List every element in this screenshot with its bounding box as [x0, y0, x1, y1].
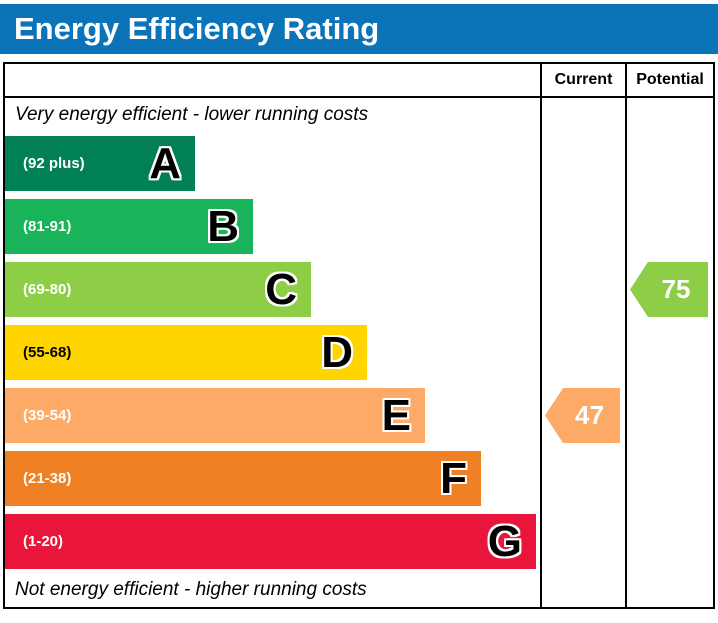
page-title: Energy Efficiency Rating: [14, 11, 380, 46]
band-bar-g: (1-20) G: [5, 514, 536, 569]
band-row-g: (1-20) G: [5, 510, 540, 573]
band-bar-d: (55-68) D: [5, 325, 367, 380]
title-bar: Energy Efficiency Rating: [0, 4, 718, 54]
epc-chart: Current Potential Very energy efficient …: [3, 62, 715, 609]
bands-area: Very energy efficient - lower running co…: [5, 98, 540, 607]
current-column: 47: [540, 98, 625, 607]
current-rating-arrow: 47: [545, 388, 620, 443]
band-letter: C: [265, 264, 297, 314]
potential-rating-arrow: 75: [630, 262, 708, 317]
epc-grid: Current Potential Very energy efficient …: [5, 64, 713, 607]
band-row-f: (21-38) F: [5, 447, 540, 510]
band-range-label: (39-54): [23, 407, 72, 424]
band-range-label: (21-38): [23, 470, 72, 487]
potential-rating-value: 75: [661, 274, 691, 304]
band-range-label: (1-20): [23, 533, 64, 550]
band-range-label: (92 plus): [23, 155, 85, 172]
band-letter: D: [321, 327, 353, 377]
potential-column-header: Potential: [625, 64, 713, 98]
band-row-b: (81-91) B: [5, 195, 540, 258]
band-row-a: (92 plus) A: [5, 132, 540, 195]
band-range-label: (81-91): [23, 218, 72, 235]
band-bar-f: (21-38) F: [5, 451, 481, 506]
band-bar-b: (81-91) B: [5, 199, 253, 254]
band-row-e: (39-54) E: [5, 384, 540, 447]
band-bar-e: (39-54) E: [5, 388, 425, 443]
band-letter: E: [381, 390, 411, 440]
bottom-note: Not energy efficient - higher running co…: [15, 579, 367, 600]
header-spacer: [5, 64, 540, 98]
current-column-header: Current: [540, 64, 625, 98]
current-rating-value: 47: [575, 400, 604, 430]
band-row-d: (55-68) D: [5, 321, 540, 384]
band-letter: F: [440, 453, 467, 503]
band-letter: A: [149, 138, 181, 188]
band-bar-c: (69-80) C: [5, 262, 311, 317]
band-range-label: (55-68): [23, 344, 72, 361]
band-row-c: (69-80) C: [5, 258, 540, 321]
band-range-label: (69-80): [23, 281, 72, 298]
top-note: Very energy efficient - lower running co…: [15, 104, 369, 125]
band-letter: B: [207, 201, 239, 251]
band-bar-a: (92 plus) A: [5, 136, 195, 191]
band-letter: G: [487, 516, 522, 566]
potential-column: 75: [625, 98, 713, 607]
